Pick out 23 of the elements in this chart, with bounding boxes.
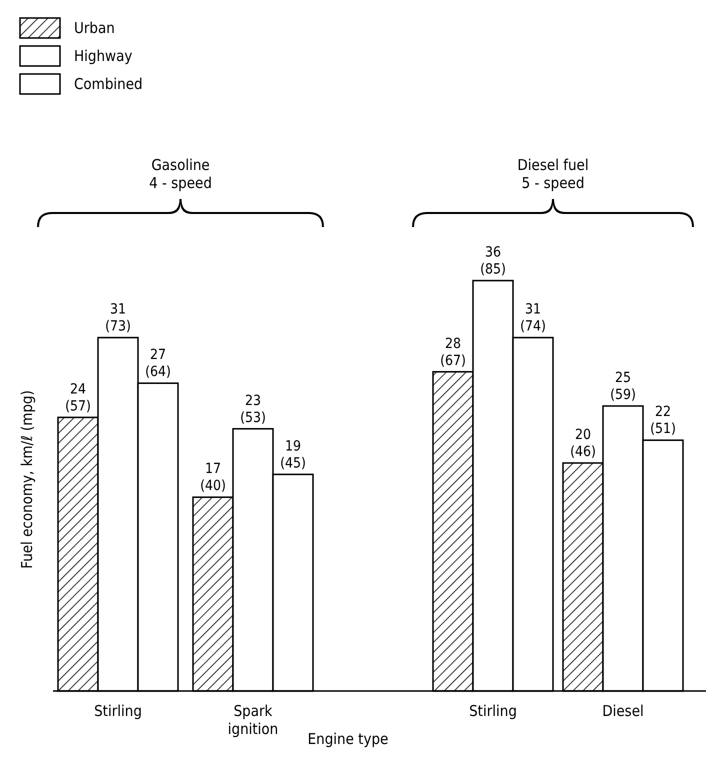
x-tick-label: Stirling [469,702,517,720]
data-label: 24 (57) [65,381,91,414]
x-axis-title: Engine type [308,730,388,748]
text: Gasoline 4 - speed [149,156,212,192]
data-label: 17 (40) [200,461,226,494]
x-tick-label: Stirling [94,702,142,720]
x-tick-label: Diesel [602,702,644,720]
text: Diesel fuel 5 - speed [517,156,589,192]
data-label: 28 (67) [440,336,466,369]
legend-label: Urban [74,19,115,37]
x-tick-label: Spark ignition [228,702,278,738]
data-label: 20 (46) [570,427,596,460]
data-label: 36 (85) [480,244,506,278]
data-label: 25 (59) [610,370,636,403]
y-axis-title: Fuel economy, km/ℓ (mpg) [18,390,36,569]
data-label: 31 (74) [520,302,546,335]
data-label: 31 (73) [105,302,131,335]
data-label: 22 (51) [650,404,676,438]
legend-label: Combined [74,75,143,93]
data-label: 23 (53) [240,392,266,426]
data-label: 19 (45) [280,438,306,472]
data-label: 27 (64) [145,347,171,380]
legend-label: Highway [74,47,132,65]
